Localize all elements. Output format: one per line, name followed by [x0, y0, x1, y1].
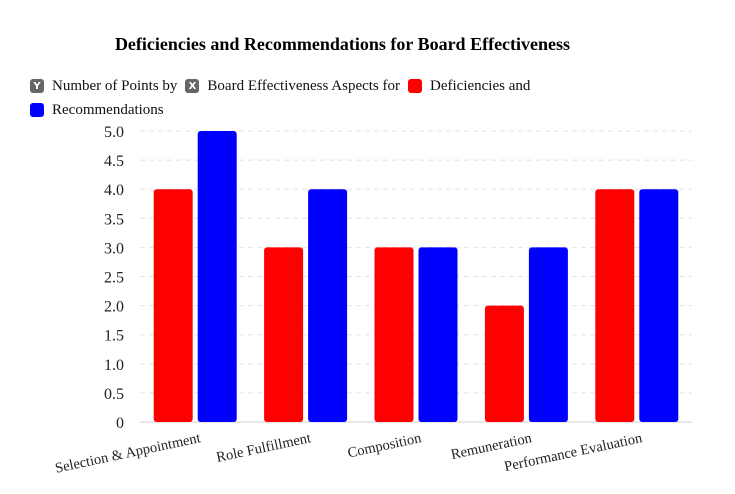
y-tick-label: 0.5	[104, 386, 124, 403]
bar-recommendations	[418, 247, 458, 422]
bar-recommendations	[639, 189, 679, 422]
y-icon: Y	[30, 79, 44, 93]
y-tick-label: 1.5	[104, 328, 124, 345]
x-tick-label: Role Fulfillment	[215, 430, 312, 466]
legend-item-series-0[interactable]: Deficiencies and	[408, 78, 530, 95]
y-tick-label: 4.0	[104, 182, 124, 199]
chart-title: Deficiencies and Recommendations for Boa…	[114, 34, 571, 54]
series-0-swatch	[408, 79, 423, 93]
series-1-swatch	[30, 103, 44, 117]
bar-recommendations	[197, 131, 237, 422]
bar-recommendations	[308, 189, 348, 422]
y-tick-label: 2.0	[104, 299, 124, 316]
x-icon: X	[185, 79, 200, 93]
bar-deficiencies	[595, 189, 635, 422]
x-tick-label: Selection & Appointment	[54, 430, 202, 476]
bar-deficiencies	[153, 189, 193, 422]
legend-label-y: Number of Points by	[52, 77, 178, 94]
bar-deficiencies	[484, 305, 524, 422]
legend-item-x[interactable]: X Board Effectiveness Aspects for	[185, 78, 400, 95]
x-tick-label: Composition	[346, 430, 423, 461]
bar-deficiencies	[374, 247, 414, 422]
legend-item-series-1[interactable]: Recommendations	[30, 102, 164, 119]
legend-item-y[interactable]: Y Number of Points by	[30, 78, 177, 95]
legend: Y Number of Points by X Board Effectiven…	[30, 74, 590, 122]
legend-label-series-1: Recommendations	[52, 101, 164, 118]
bar-recommendations	[528, 247, 568, 422]
y-tick-label: 0	[116, 415, 124, 432]
legend-label-x: Board Effectiveness Aspects for	[207, 77, 401, 94]
y-tick-label: 3.5	[104, 211, 124, 228]
bar-deficiencies	[264, 247, 304, 422]
y-tick-label: 4.5	[104, 153, 124, 170]
legend-label-series-0: Deficiencies and	[430, 77, 531, 94]
y-tick-label: 1.0	[104, 357, 124, 374]
y-tick-label: 2.5	[104, 270, 124, 287]
y-tick-label: 3.0	[104, 240, 124, 257]
y-tick-label: 5.0	[104, 124, 124, 141]
